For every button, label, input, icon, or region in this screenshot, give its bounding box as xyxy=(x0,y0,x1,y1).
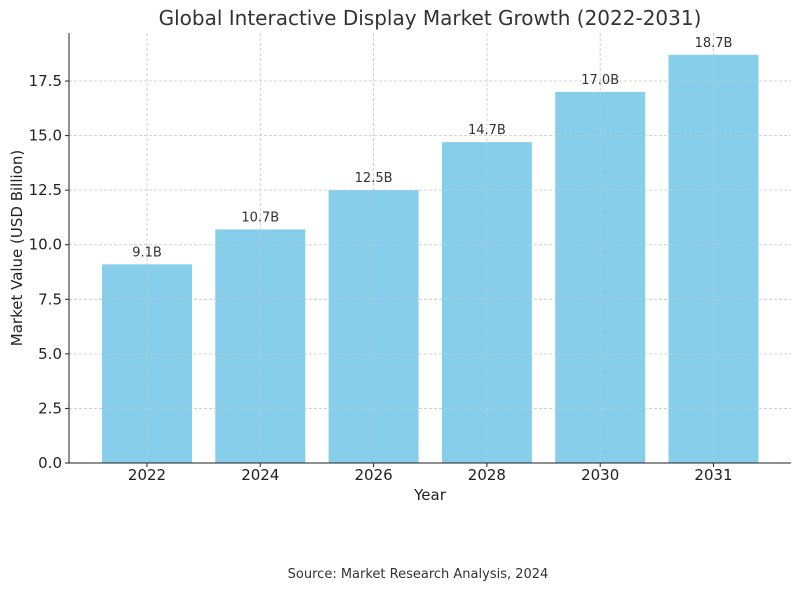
data-label: 17.0B xyxy=(581,73,619,88)
y-tick-label: 15.0 xyxy=(29,127,62,145)
x-tick-label: 2031 xyxy=(694,466,732,484)
labels: 9.1B 10.7B 12.5B 14.7B 17.0B 18.7B xyxy=(132,36,732,261)
y-tick-label: 0.0 xyxy=(38,454,62,472)
data-label: 12.5B xyxy=(355,171,393,186)
x-tick-label: 2022 xyxy=(128,466,166,484)
y-tick-label: 17.5 xyxy=(29,72,62,90)
y-tick-label: 10.0 xyxy=(29,236,62,254)
y-axis-title: Market Value (USD Billion) xyxy=(8,150,26,346)
x-tick-label: 2024 xyxy=(241,466,279,484)
data-label: 14.7B xyxy=(468,123,506,138)
axes: 0.0 2.5 5.0 7.5 10.0 12.5 15.0 17.5 2022 2024 2026… xyxy=(29,33,791,484)
bars xyxy=(69,33,791,464)
x-tick-label: 2026 xyxy=(355,466,393,484)
x-tick-label: 2028 xyxy=(468,466,506,484)
data-label: 9.1B xyxy=(132,245,162,260)
source-note: Source: Market Research Analysis, 2024 xyxy=(287,567,549,582)
data-label: 10.7B xyxy=(241,210,279,225)
bar-2026 xyxy=(328,190,419,464)
chart-title: Global Interactive Display Market Growth… xyxy=(159,6,702,30)
y-tick-label: 12.5 xyxy=(29,181,62,199)
y-tick-label: 7.5 xyxy=(38,290,62,308)
x-tick-label: 2030 xyxy=(581,466,619,484)
x-axis-title: Year xyxy=(413,486,447,504)
y-tick-label: 5.0 xyxy=(38,345,62,363)
bar-2030 xyxy=(555,91,646,463)
data-label: 18.7B xyxy=(695,36,733,51)
y-tick-label: 2.5 xyxy=(38,399,62,417)
